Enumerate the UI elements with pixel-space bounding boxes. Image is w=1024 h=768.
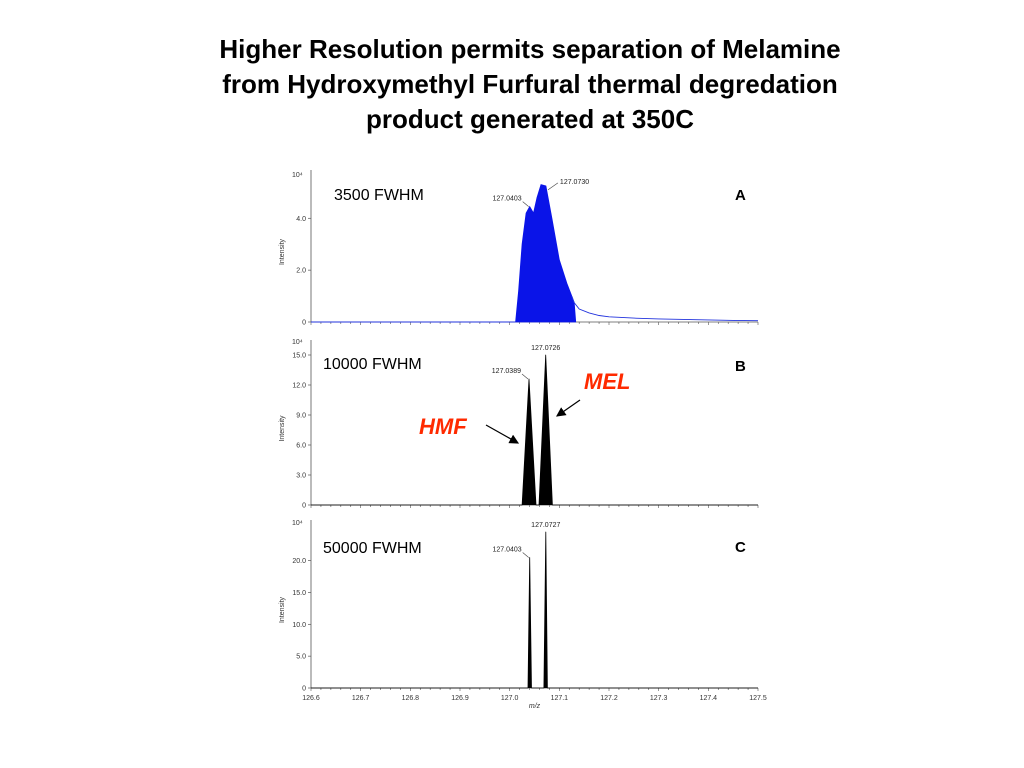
y-exponent-label: 10⁴ — [292, 339, 303, 346]
spectrum-trace — [311, 354, 758, 506]
x-tick-label: 127.3 — [650, 695, 668, 702]
x-tick-label: 126.9 — [451, 695, 469, 702]
x-tick-label: 127.2 — [600, 695, 618, 702]
annotation-hmf: HMF — [419, 414, 467, 439]
y-tick-label: 15.0 — [292, 353, 306, 360]
y-tick-label: 15.0 — [292, 590, 306, 597]
y-axis-title: Intensity — [279, 238, 286, 265]
annotations-layer: HMF MEL — [419, 369, 630, 444]
annotation-mel-arrow — [556, 399, 581, 417]
y-tick-label: 12.0 — [292, 383, 306, 390]
peak-label-leader — [521, 373, 529, 380]
y-tick-label: 9.0 — [296, 413, 306, 420]
x-tick-label: 127.0 — [501, 695, 519, 702]
y-tick-label: 5.0 — [296, 654, 306, 661]
spectrum-trace — [311, 531, 758, 689]
x-tick-label: 127.5 — [749, 695, 767, 702]
spectrum-tail-trace — [571, 295, 759, 322]
x-tick-label: 127.4 — [700, 695, 718, 702]
x-tick-label: 126.6 — [302, 695, 320, 702]
spectrum-peak-fill — [515, 184, 577, 323]
annotation-mel: MEL — [584, 369, 630, 394]
x-tick-label: 126.7 — [352, 695, 370, 702]
title-line-2: from Hydroxymethyl Furfural thermal degr… — [222, 69, 838, 99]
y-axis-title: Intensity — [279, 415, 286, 442]
y-tick-label: 6.0 — [296, 443, 306, 450]
y-exponent-label: 10⁴ — [292, 172, 303, 179]
panels-layer: 0 2.0 4.0 10⁴ Intensity 3500 FWHM A 127.0403 127… — [279, 170, 759, 693]
peak-label: 127.0389 — [492, 368, 521, 375]
title-line-1: Higher Resolution permits separation of … — [219, 34, 841, 64]
title-line-3: product generated at 350C — [366, 104, 694, 134]
spectrum-panel-a: 0 2.0 4.0 10⁴ Intensity 3500 FWHM A 127.0403 127… — [279, 170, 759, 327]
y-tick-label: 0 — [302, 320, 306, 327]
y-tick-label: 10.0 — [292, 622, 306, 629]
resolution-label: 3500 FWHM — [334, 187, 424, 204]
x-axis-title: m/z — [529, 703, 541, 710]
peak-label-leader — [522, 552, 529, 558]
y-tick-label: 0 — [302, 503, 306, 510]
x-axis: 126.6 126.7 126.8 126.9 127.0 127.1 127.2 127.3… — [302, 695, 767, 710]
peak-label: 127.0726 — [531, 345, 560, 352]
spectrum-panel-c: 0 5.0 10.0 15.0 20.0 10⁴ Intensity 50000 FWHM C 1… — [279, 520, 759, 693]
peak-label: 127.0403 — [492, 196, 521, 203]
y-exponent-label: 10⁴ — [292, 520, 303, 527]
y-tick-label: 4.0 — [296, 216, 306, 223]
peak-label: 127.0403 — [492, 546, 521, 553]
y-tick-label: 0 — [302, 686, 306, 693]
panel-letter: A — [735, 187, 746, 204]
x-tick-label: 127.1 — [551, 695, 569, 702]
y-tick-label: 3.0 — [296, 473, 306, 480]
peak-label: 127.0730 — [560, 179, 589, 186]
slide-title: Higher Resolution permits separation of … — [150, 32, 910, 137]
resolution-label: 50000 FWHM — [323, 540, 422, 557]
y-axis-title: Intensity — [279, 596, 286, 623]
y-tick-label: 20.0 — [292, 558, 306, 565]
peak-label-leader — [522, 201, 529, 207]
resolution-label: 10000 FWHM — [323, 356, 422, 373]
y-tick-label: 2.0 — [296, 268, 306, 275]
panel-letter: C — [735, 539, 746, 556]
annotation-hmf-arrow — [485, 424, 520, 444]
panel-letter: B — [735, 358, 746, 375]
peak-label-leader — [547, 182, 559, 191]
x-tick-label: 126.8 — [402, 695, 420, 702]
peak-label: 127.0727 — [531, 522, 560, 529]
spectrum-panel-b: 0 3.0 6.0 9.0 12.0 15.0 10⁴ Intensity 10000 FWHM… — [279, 339, 759, 510]
